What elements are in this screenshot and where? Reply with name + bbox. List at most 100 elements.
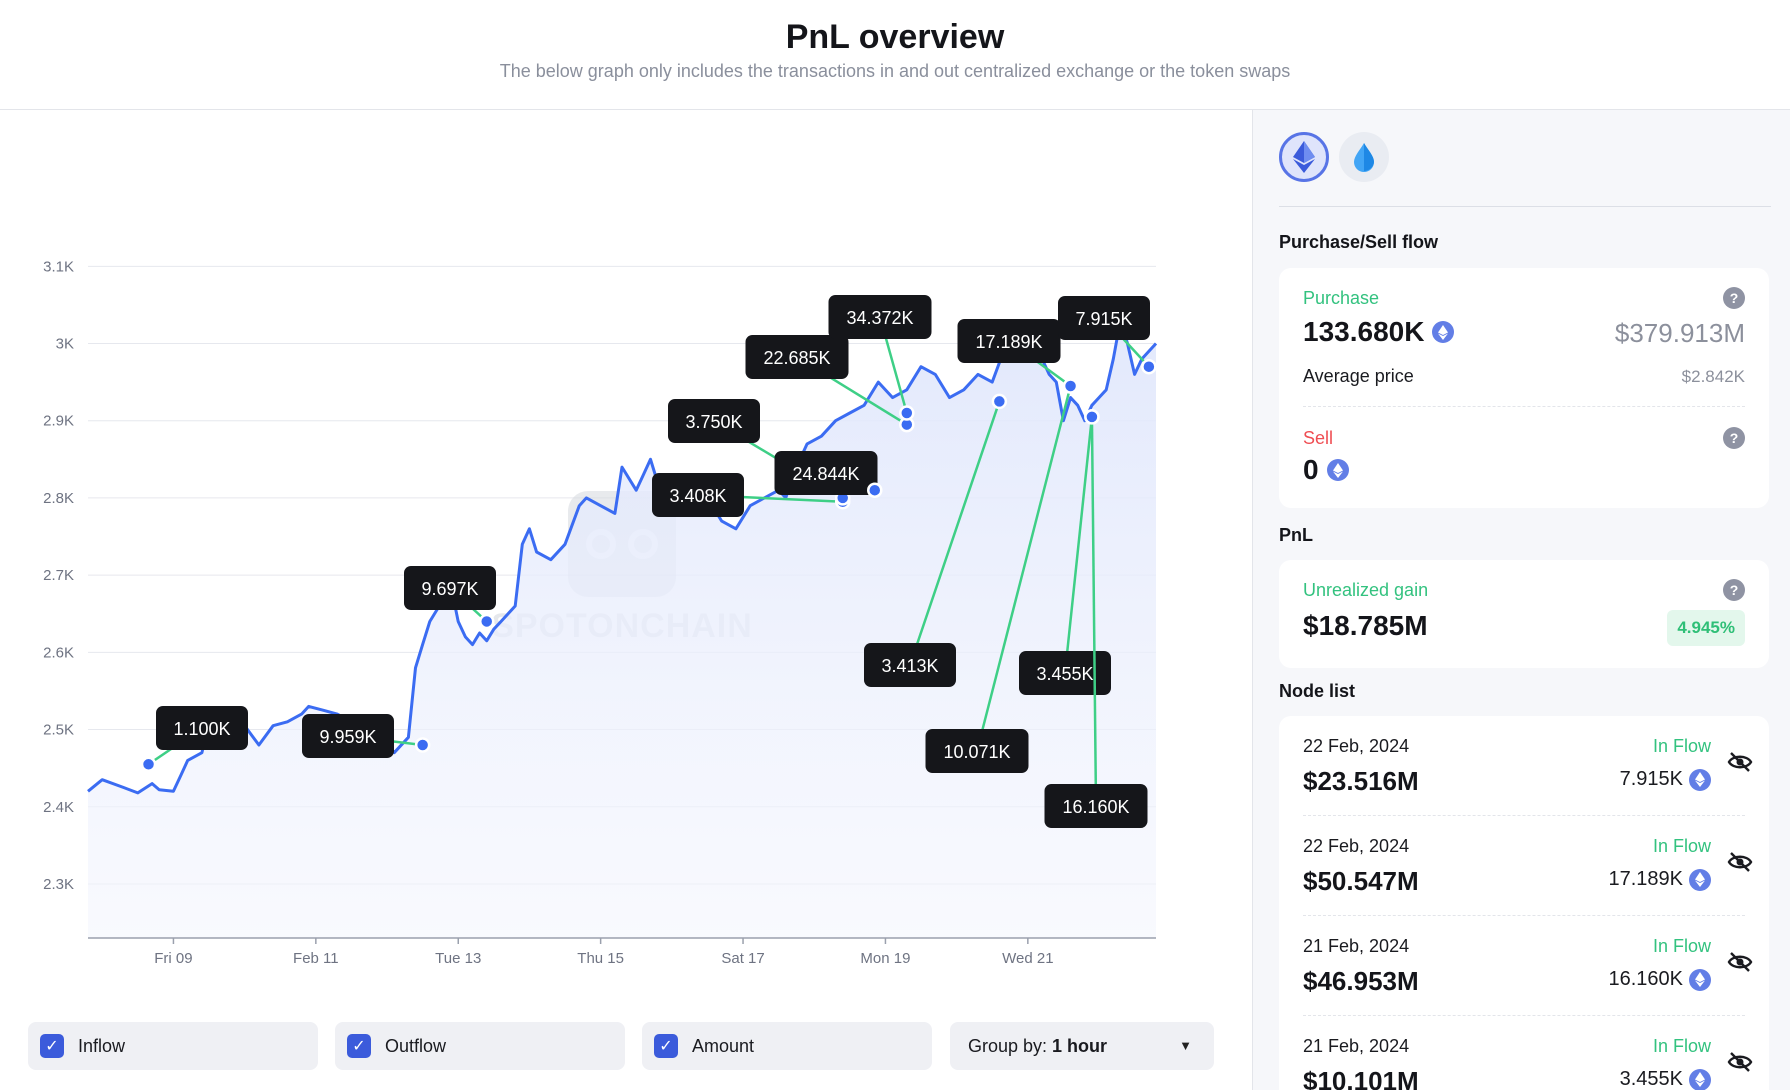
group-by-select[interactable]: Group by: 1 hour ▼ [950, 1022, 1214, 1070]
help-icon[interactable]: ? [1723, 427, 1745, 449]
help-icon[interactable]: ? [1723, 287, 1745, 309]
annotation-label-box [828, 295, 932, 339]
annotation-label: 3.408K [669, 486, 726, 506]
annotation-callout: 17.189K [957, 319, 1079, 394]
node-list-item[interactable]: 21 Feb, 2024 $10.101M In Flow 3.455K [1303, 1016, 1753, 1090]
x-tick-label: Fri 09 [154, 950, 192, 967]
node-usd: $50.547M [1303, 866, 1419, 896]
node-amount: 7.915K [1619, 768, 1683, 790]
node-amount-row: 3.455K [1620, 1068, 1711, 1090]
annotation-callout: 3.455K [1019, 409, 1111, 695]
y-tick-label: 2.9K [43, 413, 74, 430]
node-usd: $10.101M [1303, 1066, 1419, 1090]
node-date: 22 Feb, 2024 [1303, 736, 1410, 756]
ethereum-icon [1432, 321, 1455, 343]
annotation-label: 22.685K [763, 348, 830, 368]
node-list-item[interactable]: 22 Feb, 2024 $50.547M In Flow 17.189K [1303, 816, 1753, 916]
annotation-callout: 9.959K [302, 714, 431, 758]
eye-off-icon[interactable] [1727, 851, 1753, 873]
group-by-prefix: Group by: [968, 1035, 1048, 1056]
unrealized-gain-label: Unrealized gain [1303, 580, 1429, 600]
annotation-label: 9.959K [319, 727, 376, 747]
annotation-callout: 7.915K [1058, 296, 1157, 375]
checkbox-checked-icon[interactable]: ✓ [654, 1034, 678, 1058]
y-tick-label: 2.3K [43, 876, 74, 893]
chevron-down-icon: ▼ [1179, 1038, 1192, 1053]
annotation-callout: 24.844K [774, 451, 883, 498]
eye-off-icon[interactable] [1727, 751, 1753, 773]
annotation-label: 10.071K [943, 742, 1010, 762]
x-tick-label: Tue 13 [435, 950, 481, 967]
ethereum-icon [1326, 459, 1349, 481]
node-list-item[interactable]: 21 Feb, 2024 $46.953M In Flow 16.160K [1303, 916, 1753, 1016]
x-tick-label: Feb 11 [293, 950, 339, 967]
node-list-title: Node list [1279, 681, 1356, 701]
average-price-label: Average price [1303, 366, 1414, 386]
checkbox-checked-icon[interactable]: ✓ [40, 1034, 64, 1058]
pnl-card: Unrealized gain ? $18.785M 4.945% [1279, 560, 1769, 668]
node-amount: 16.160K [1608, 968, 1683, 990]
node-flow: In Flow [1652, 836, 1711, 856]
annotation-node-marker [991, 393, 1008, 410]
divider [1279, 206, 1771, 207]
ethereum-icon [1689, 1068, 1711, 1090]
annotation-label: 3.455K [1036, 664, 1093, 684]
annotation-label: 16.160K [1062, 797, 1129, 817]
annotation-label-box [668, 399, 760, 443]
annotation-label: 9.697K [421, 579, 478, 599]
annotation-label-box [774, 451, 878, 495]
annotation-label: 3.413K [881, 656, 938, 676]
summary-sidebar: Purchase/Sell flow Purchase ? 133.680K $… [1252, 110, 1790, 1090]
annotation-connector [1063, 416, 1094, 674]
annotation-node-marker [140, 756, 157, 773]
node-date: 21 Feb, 2024 [1303, 936, 1410, 956]
annotation-node-marker [867, 482, 883, 498]
annotation-label-box [156, 706, 248, 750]
node-date: 21 Feb, 2024 [1303, 1036, 1410, 1056]
purchase-amount-row: 133.680K [1303, 316, 1455, 348]
ethereum-icon [1689, 768, 1711, 791]
x-tick-label: Sat 17 [721, 950, 764, 967]
sell-amount: 0 [1303, 454, 1319, 485]
page-subtitle: The below graph only includes the transa… [499, 61, 1291, 81]
y-tick-label: 2.6K [43, 644, 74, 661]
node-date: 22 Feb, 2024 [1303, 836, 1410, 856]
annotation-label: 7.915K [1075, 309, 1132, 329]
annotation-label-box [864, 643, 956, 687]
divider [1303, 406, 1745, 407]
inflow-toggle[interactable]: ✓ Inflow [28, 1022, 318, 1070]
help-icon[interactable]: ? [1723, 579, 1745, 601]
x-tick-label: Mon 19 [860, 950, 910, 967]
annotation-callout: 9.697K [404, 566, 496, 630]
node-amount-row: 16.160K [1608, 968, 1711, 991]
node-amount: 3.455K [1619, 1068, 1683, 1090]
steth-token-button[interactable] [1339, 132, 1389, 182]
node-flow: In Flow [1652, 1036, 1711, 1056]
annotation-connector [1090, 416, 1098, 807]
ethereum-icon [1293, 141, 1315, 173]
annotation-callout: 1.100K [140, 706, 248, 773]
node-amount: 17.189K [1608, 868, 1683, 890]
annotation-label-box [957, 319, 1061, 363]
inflow-label: Inflow [78, 1035, 126, 1056]
eth-token-button[interactable] [1279, 132, 1329, 182]
annotation-label-box [302, 714, 394, 758]
page-title: PnL overview [785, 18, 1005, 56]
eye-off-icon[interactable] [1727, 1051, 1753, 1073]
annotation-label: 1.100K [173, 719, 230, 739]
amount-toggle[interactable]: ✓ Amount [642, 1022, 932, 1070]
sell-amount-row: 0 [1303, 454, 1349, 486]
node-flow: In Flow [1652, 736, 1711, 756]
y-tick-label: 2.5K [43, 722, 74, 739]
annotation-label: 24.844K [792, 464, 859, 484]
y-tick-label: 2.4K [43, 799, 74, 816]
average-price-value: $2.842K [1681, 367, 1745, 386]
node-list-item[interactable]: 22 Feb, 2024 $23.516M In Flow 7.915K [1303, 716, 1753, 816]
purchase-sell-card: Purchase ? 133.680K $379.913M Average pr… [1279, 268, 1769, 508]
axis-layer: Fri 09 Feb 11 Tue 13 Thu 15 Sat 17 Mon 19 Wed … [88, 937, 1156, 967]
annotation-label-box [652, 473, 744, 517]
eye-off-icon[interactable] [1727, 951, 1753, 973]
outflow-toggle[interactable]: ✓ Outflow [335, 1022, 625, 1070]
checkbox-checked-icon[interactable]: ✓ [347, 1034, 371, 1058]
annotation-node-marker [1084, 409, 1100, 425]
